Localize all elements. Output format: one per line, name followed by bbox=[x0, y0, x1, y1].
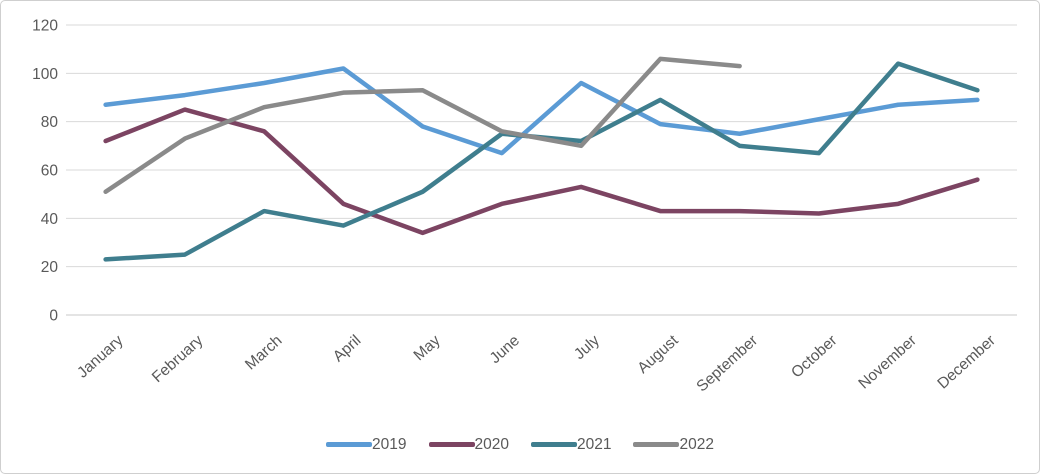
legend-label: 2020 bbox=[474, 436, 509, 453]
series-line-2022 bbox=[103, 56, 742, 194]
legend-item: 2019 bbox=[326, 436, 407, 453]
legend: 2019 2020 2021 2022 bbox=[1, 437, 1039, 453]
legend-label: 2019 bbox=[372, 436, 407, 453]
y-axis-label: 0 bbox=[49, 307, 58, 324]
legend-swatch bbox=[531, 442, 577, 448]
legend-item: 2020 bbox=[428, 436, 509, 453]
legend-item: 2021 bbox=[531, 437, 611, 453]
legend-label: 2021 bbox=[577, 436, 612, 453]
series-line-2021 bbox=[103, 61, 980, 262]
legend-item: 2022 bbox=[633, 436, 714, 453]
y-axis-label: 120 bbox=[32, 17, 58, 34]
legend-label: 2022 bbox=[679, 436, 714, 453]
series-line-2020 bbox=[103, 107, 980, 236]
y-axis-label: 100 bbox=[32, 66, 58, 83]
y-axis-label: 20 bbox=[41, 259, 59, 276]
series-line-2019 bbox=[103, 66, 980, 156]
legend-swatch bbox=[428, 442, 475, 448]
y-axis-label: 60 bbox=[41, 162, 59, 179]
y-axis-label: 40 bbox=[41, 211, 59, 228]
legend-swatch bbox=[633, 442, 680, 448]
legend-swatch bbox=[326, 442, 373, 448]
y-axis-label: 80 bbox=[41, 114, 59, 131]
